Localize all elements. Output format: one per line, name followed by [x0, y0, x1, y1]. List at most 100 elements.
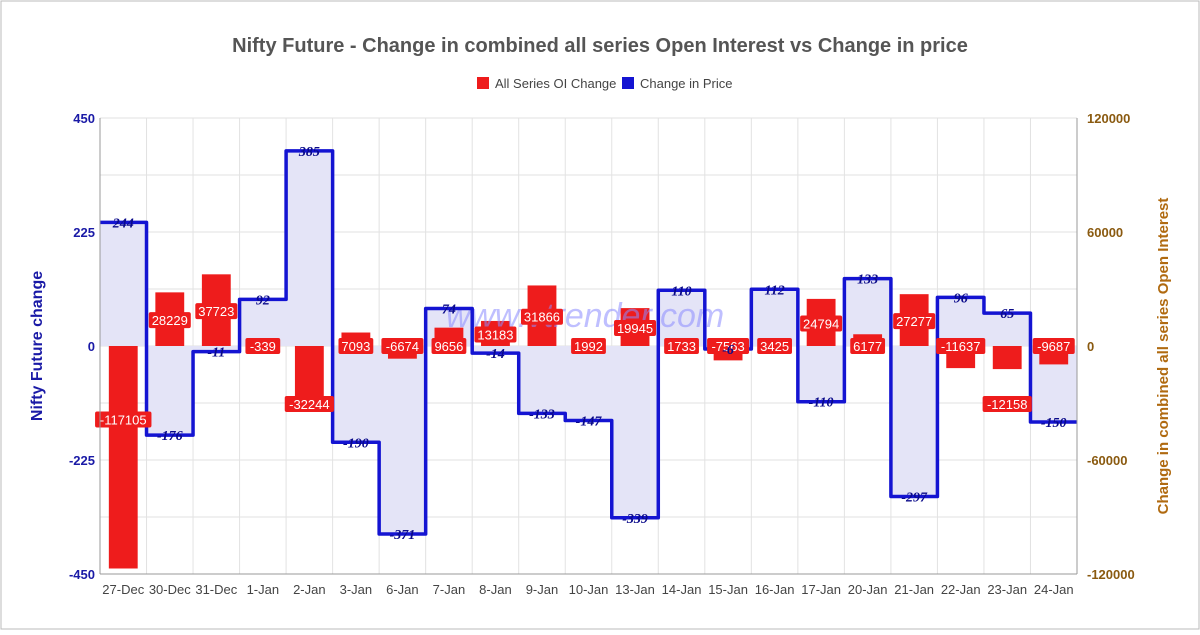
oi-data-labels: -117105 28229 37723 -339 -32244 7093 -6674 9656… [95, 303, 1075, 428]
x-tick-label-20-Jan: 20-Jan [848, 582, 888, 597]
oi-label-bg [520, 308, 563, 325]
price-label-27-Dec: 244 [112, 216, 134, 231]
oi-label-3-Jan: 7093 [341, 339, 370, 354]
oi-label-6-Jan: -6674 [386, 339, 419, 354]
oi-label-bg [381, 338, 424, 354]
price-label-3-Jan: -190 [343, 436, 369, 451]
oi-label-bg [800, 315, 843, 332]
price-label-30-Dec: -176 [157, 429, 183, 444]
price-line [100, 149, 1077, 536]
oi-bar-27-Dec [108, 346, 138, 569]
oi-label-2-Jan: -32244 [289, 397, 329, 412]
x-tick-label-2-Jan: 2-Jan [293, 582, 326, 597]
price-label-2-Jan: 385 [298, 145, 320, 160]
oi-label-10-Jan: 1992 [574, 339, 603, 354]
x-tick-label-27-Dec: 27-Dec [102, 582, 144, 597]
oi-label-9-Jan: 31866 [524, 310, 560, 325]
price-label-13-Jan: -339 [622, 512, 648, 527]
oi-label-13-Jan: 19945 [617, 321, 653, 336]
x-tick-label-21-Jan: 21-Jan [894, 582, 934, 597]
oi-label-bg [148, 312, 191, 329]
y-tick-label: 225 [73, 225, 95, 240]
price-label-8-Jan: -14 [486, 347, 505, 362]
price-label-9-Jan: -133 [529, 407, 555, 422]
x-tick-label-30-Dec: 30-Dec [149, 582, 191, 597]
x-tick-label-15-Jan: 15-Jan [708, 582, 748, 597]
legend-label-oi: All Series OI Change [495, 76, 616, 91]
oi-label-bg [284, 396, 334, 412]
oi-label-bg [95, 411, 152, 428]
price-label-14-Jan: 110 [671, 284, 691, 299]
x-tick-label-6-Jan: 6-Jan [386, 582, 419, 597]
oi-label-bg [893, 313, 936, 330]
oi-label-bg [245, 338, 281, 354]
x-tick-label-22-Jan: 22-Jan [941, 582, 981, 597]
oi-label-bg [850, 338, 886, 354]
legend-swatch-price [622, 77, 634, 89]
x-tick-label-10-Jan: 10-Jan [569, 582, 609, 597]
y2-axis-title: Change in combined all series Open Inter… [1155, 198, 1172, 515]
x-tick-label-14-Jan: 14-Jan [662, 582, 702, 597]
legend: All Series OI Change Change in Price [477, 76, 733, 91]
axes: 450 225 0 -225 -450 120000 60000 0 -60000 -120000… [69, 111, 1135, 597]
price-label-1-Jan: 92 [256, 293, 270, 308]
chart-title: Nifty Future - Change in combined all se… [232, 35, 968, 57]
legend-label-price: Change in Price [640, 76, 733, 91]
oi-label-14-Jan: 1733 [667, 339, 696, 354]
oi-bar-23-Jan [992, 346, 1022, 370]
oi-label-15-Jan: -7563 [711, 339, 744, 354]
x-tick-label-23-Jan: 23-Jan [987, 582, 1027, 597]
oi-label-27-Dec: -117105 [100, 413, 147, 428]
price-label-16-Jan: 112 [764, 283, 784, 298]
price-label-20-Jan: 133 [857, 273, 878, 288]
price-area-fill [100, 150, 1077, 534]
price-label-17-Jan: -110 [809, 396, 834, 411]
oi-label-31-Dec: 37723 [198, 304, 234, 319]
oi-label-bg [707, 338, 750, 354]
price-label-10-Jan: -147 [576, 414, 603, 429]
y-tick-label: -450 [69, 567, 95, 582]
y-axis-title: Nifty Future change [29, 271, 46, 421]
x-tick-label-17-Jan: 17-Jan [801, 582, 841, 597]
y2-tick-label: -120000 [1087, 567, 1135, 582]
x-tick-label-9-Jan: 9-Jan [526, 582, 559, 597]
oi-label-7-Jan: 9656 [434, 339, 463, 354]
x-tick-label-31-Dec: 31-Dec [195, 582, 237, 597]
y2-tick-label: 60000 [1087, 225, 1123, 240]
x-tick-label-8-Jan: 8-Jan [479, 582, 512, 597]
price-label-22-Jan: 96 [954, 291, 968, 306]
price-label-7-Jan: 74 [442, 303, 456, 318]
oi-label-1-Jan: -339 [250, 339, 276, 354]
oi-label-bg [757, 338, 792, 354]
oi-label-17-Jan: 24794 [803, 316, 839, 331]
oi-label-bg [195, 303, 238, 320]
price-label-24-Jan: -150 [1041, 416, 1067, 431]
oi-label-bg [936, 338, 986, 354]
y2-tick-label: 0 [1087, 339, 1094, 354]
price-step-line [100, 149, 1077, 536]
y2-tick-label: -60000 [1087, 453, 1127, 468]
y2-tick-label: 120000 [1087, 111, 1130, 126]
oi-label-16-Jan: 3425 [760, 339, 789, 354]
oi-label-24-Jan: -9687 [1037, 339, 1070, 354]
x-tick-label-24-Jan: 24-Jan [1034, 582, 1074, 597]
price-area [100, 150, 1077, 534]
oi-label-bg [571, 338, 606, 354]
oi-label-22-Jan: -11637 [941, 339, 981, 354]
oi-label-bg [431, 338, 467, 354]
price-label-31-Dec: -11 [207, 346, 225, 361]
x-tick-label-16-Jan: 16-Jan [755, 582, 795, 597]
oi-label-bg [474, 326, 517, 343]
oi-label-23-Jan: -12158 [987, 397, 1027, 412]
oi-label-20-Jan: 6177 [853, 339, 882, 354]
y-tick-label: -225 [69, 453, 95, 468]
oi-label-21-Jan: 27277 [896, 314, 932, 329]
y-tick-label: 0 [88, 339, 95, 354]
x-tick-label-7-Jan: 7-Jan [433, 582, 466, 597]
price-label-6-Jan: -371 [390, 528, 416, 543]
x-tick-label-1-Jan: 1-Jan [247, 582, 280, 597]
x-tick-label-3-Jan: 3-Jan [340, 582, 373, 597]
y-tick-label: 450 [73, 111, 95, 126]
